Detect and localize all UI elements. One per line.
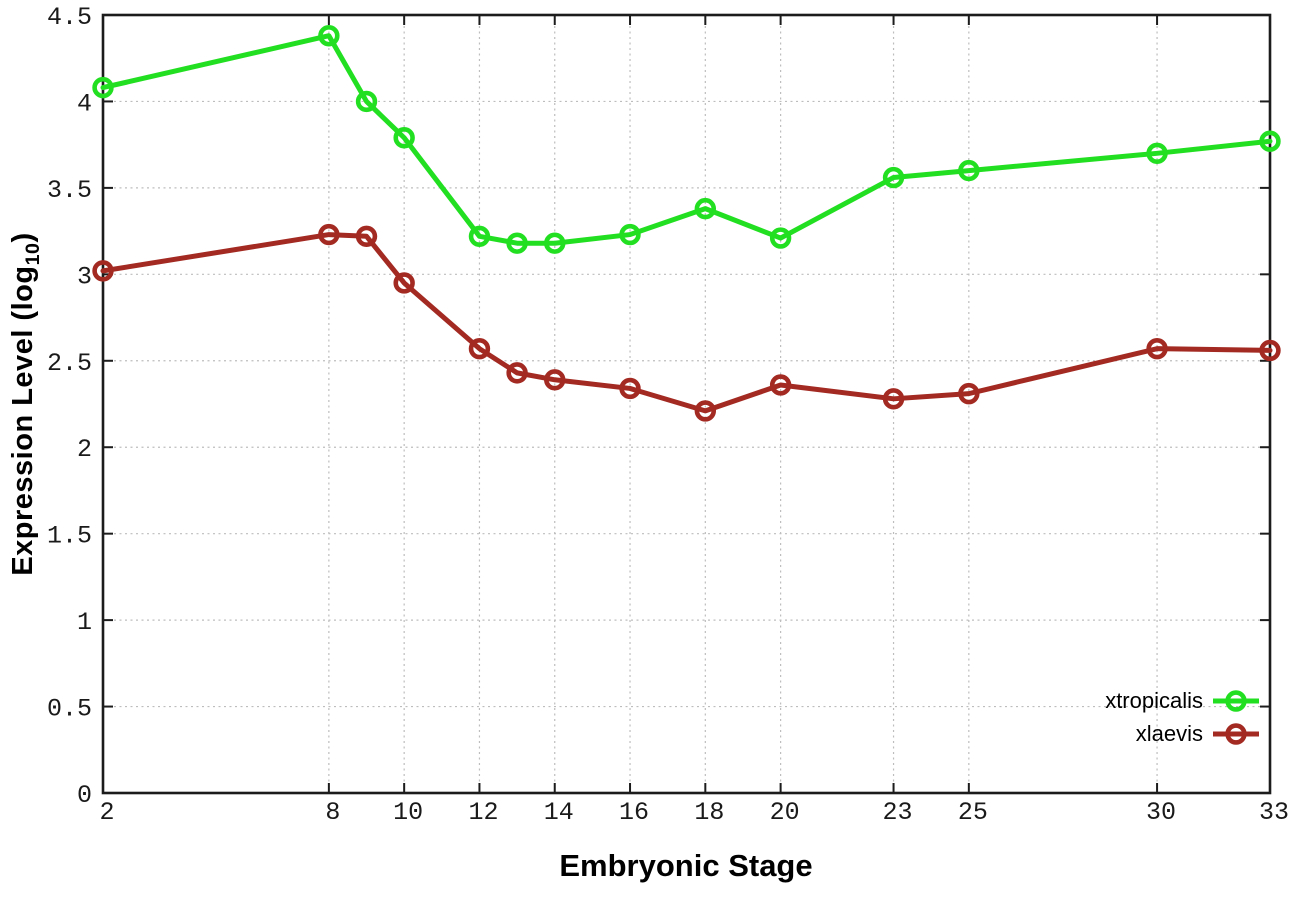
x-tick-label: 14	[544, 798, 574, 827]
y-tick-label: 1.5	[47, 522, 92, 551]
series-line-xlaevis	[100, 232, 1273, 414]
y-tick-label: 4.5	[47, 3, 92, 32]
y-tick-label: 0	[77, 781, 92, 810]
x-tick-label: 2	[99, 798, 114, 827]
data-point-xlaevis	[694, 400, 717, 422]
data-point-xlaevis	[506, 362, 528, 384]
x-tick-label: 18	[694, 798, 724, 827]
data-point-xtropicalis	[1146, 142, 1168, 165]
data-point-xlaevis	[92, 260, 114, 282]
x-tick-label: 23	[883, 798, 913, 827]
data-point-xtropicalis	[468, 225, 491, 247]
data-point-xtropicalis	[393, 127, 415, 149]
x-tick-label: 12	[468, 798, 498, 827]
y-tick-label: 1	[77, 608, 92, 637]
data-point-xlaevis	[393, 272, 415, 294]
y-axis-title-prefix: Expression Level (log	[7, 265, 40, 576]
data-point-xlaevis	[1259, 339, 1281, 362]
data-point-xtropicalis	[769, 227, 792, 249]
data-point-xtropicalis	[318, 25, 340, 47]
x-axis-title: Embryonic Stage	[559, 848, 813, 883]
y-tick-label: 3	[77, 262, 92, 291]
data-point-xtropicalis	[92, 76, 114, 99]
plot-border	[101, 13, 1272, 795]
data-point-xtropicalis	[619, 223, 641, 246]
legend-label: xlaevis	[1135, 721, 1203, 746]
data-point-xlaevis	[318, 223, 340, 246]
data-point-xtropicalis	[958, 159, 980, 182]
y-tick-label: 0.5	[47, 695, 92, 724]
data-point-xlaevis	[1146, 337, 1168, 360]
legend-item-xtropicalis: xtropicalis	[1105, 687, 1260, 715]
x-tick-label: 10	[393, 798, 423, 827]
data-point-xlaevis	[468, 337, 491, 360]
x-tick-label: 30	[1146, 798, 1176, 827]
x-tick-label: 33	[1259, 798, 1289, 827]
legend-label: xtropicalis	[1105, 688, 1203, 713]
data-point-xlaevis	[769, 374, 792, 396]
series-line-xtropicalis	[100, 33, 1273, 246]
y-axis-title-suffix: )	[7, 232, 40, 243]
data-point-xtropicalis	[506, 232, 528, 254]
data-point-xtropicalis	[694, 197, 717, 220]
y-tick-label: 2.5	[47, 349, 92, 378]
x-tick-label: 8	[325, 798, 340, 827]
data-point-xlaevis	[958, 382, 980, 405]
data-point-xtropicalis	[1259, 130, 1281, 152]
y-tick-label: 3.5	[47, 176, 92, 205]
data-point-xtropicalis	[544, 232, 566, 254]
y-tick-label: 4	[77, 89, 92, 118]
data-point-xlaevis	[544, 369, 566, 391]
x-tick-label: 20	[770, 798, 800, 827]
data-point-xlaevis	[619, 377, 641, 400]
data-point-xlaevis	[882, 388, 905, 410]
x-tick-label: 25	[958, 798, 988, 827]
legend-marker-icon	[1213, 690, 1259, 712]
data-point-xtropicalis	[355, 90, 378, 113]
y-tick-label: 2	[77, 435, 92, 464]
y-axis-title-subscript: 10	[21, 242, 44, 266]
legend-marker-icon	[1213, 723, 1259, 745]
data-point-xlaevis	[355, 225, 378, 247]
data-point-xtropicalis	[882, 166, 905, 189]
legend-item-xlaevis: xlaevis	[1136, 720, 1260, 748]
legend: xtropicalis xlaevis	[1105, 687, 1260, 748]
x-tick-label: 16	[619, 798, 649, 827]
y-axis-title: Expression Level (log10)	[7, 232, 45, 575]
